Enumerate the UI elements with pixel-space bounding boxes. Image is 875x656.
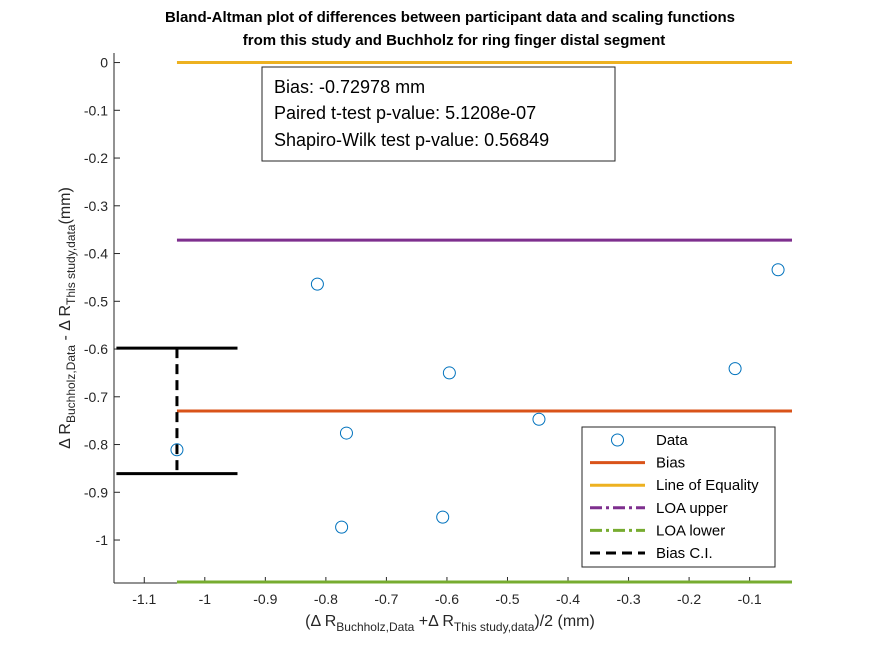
y-tick-label: 0 (100, 55, 108, 71)
x-axis-label-open: (Δ R (305, 613, 336, 630)
legend-label: LOA lower (656, 522, 725, 539)
data-point (442, 366, 456, 380)
x-axis-label-close: )/2 (mm) (534, 613, 594, 630)
x-tick-label: -0.1 (738, 591, 762, 607)
data-point (339, 426, 353, 440)
y-axis-label: Δ RBuchholz,Data - Δ RThis study,data(mm… (57, 187, 78, 449)
x-tick-label: -0.2 (677, 591, 701, 607)
y-axis-label-pre-2: - Δ R (57, 305, 74, 345)
legend-marker-data (611, 433, 624, 447)
y-tick-label: -0.8 (84, 437, 108, 453)
y-ticks: 0 -0.1 -0.2 -0.3 -0.4 -0.5 -0.6 -0.7 -0.8 -0.9 -1 (84, 55, 120, 548)
legend: Data Bias Line of Equality LOA upper LOA low… (581, 426, 776, 568)
data-point (728, 362, 742, 376)
data-point (335, 520, 349, 534)
annotation-bias: Bias: -0.72978 mm (274, 77, 425, 97)
x-tick-label: -0.7 (374, 591, 398, 607)
x-tick-label: -0.5 (495, 591, 519, 607)
legend-label: Line of Equality (656, 477, 759, 494)
y-tick-label: -0.7 (84, 389, 108, 405)
y-tick-label: -0.1 (84, 102, 108, 118)
x-axis-label: (Δ RBuchholz,Data +Δ RThis study,data)/2… (305, 613, 595, 634)
legend-label: Bias (656, 455, 685, 472)
data-points (170, 263, 785, 534)
data-point (436, 510, 450, 524)
data-point (771, 263, 785, 277)
stats-annotation: Bias: -0.72978 mm Paired t-test p-value:… (261, 66, 616, 162)
data-point (532, 412, 546, 426)
legend-label: Bias C.I. (656, 545, 713, 562)
x-axis-label-sub-1: Buchholz,Data (336, 620, 414, 634)
y-tick-label: -0.9 (84, 484, 108, 500)
y-axis-label-sub-1: Buchholz,Data (64, 345, 78, 423)
bias-ci (116, 346, 238, 476)
y-axis-label-pre-1: Δ R (57, 423, 74, 449)
annotation-shapiro: Shapiro-Wilk test p-value: 0.56849 (274, 130, 549, 150)
y-axis-label-post: (mm) (57, 187, 74, 224)
x-ticks: -1.1 -1 -0.9 -0.8 -0.7 -0.6 -0.5 -0.4 -0.3 -0.2 -0… (132, 577, 762, 607)
y-tick-label: -1 (96, 532, 109, 548)
y-tick-label: -0.5 (84, 293, 108, 309)
chart-title-line-2: from this study and Buchholz for ring fi… (243, 32, 666, 49)
y-tick-label: -0.4 (84, 246, 108, 262)
data-point (310, 277, 324, 291)
x-tick-label: -1.1 (132, 591, 156, 607)
x-axis-label-mid: +Δ R (414, 613, 454, 630)
legend-label: LOA upper (656, 500, 728, 517)
y-axis-label-sub-2: This study,data (64, 224, 78, 305)
y-tick-label: -0.3 (84, 198, 108, 214)
x-tick-label: -0.4 (556, 591, 580, 607)
y-tick-label: -0.2 (84, 150, 108, 166)
y-tick-label: -0.6 (84, 341, 108, 357)
data-point (170, 443, 184, 457)
x-tick-label: -0.9 (253, 591, 277, 607)
reference-lines (176, 61, 792, 584)
x-tick-label: -1 (199, 591, 212, 607)
x-tick-label: -0.6 (435, 591, 459, 607)
x-tick-label: -0.3 (616, 591, 640, 607)
x-axis-label-sub-2: This study,data (454, 620, 535, 634)
chart-title-line-1: Bland-Altman plot of differences between… (165, 9, 735, 26)
x-tick-label: -0.8 (314, 591, 338, 607)
stats-annotation-box (261, 66, 616, 162)
legend-box (581, 426, 776, 568)
legend-label: Data (656, 432, 688, 449)
annotation-ttest: Paired t-test p-value: 5.1208e-07 (274, 103, 536, 123)
